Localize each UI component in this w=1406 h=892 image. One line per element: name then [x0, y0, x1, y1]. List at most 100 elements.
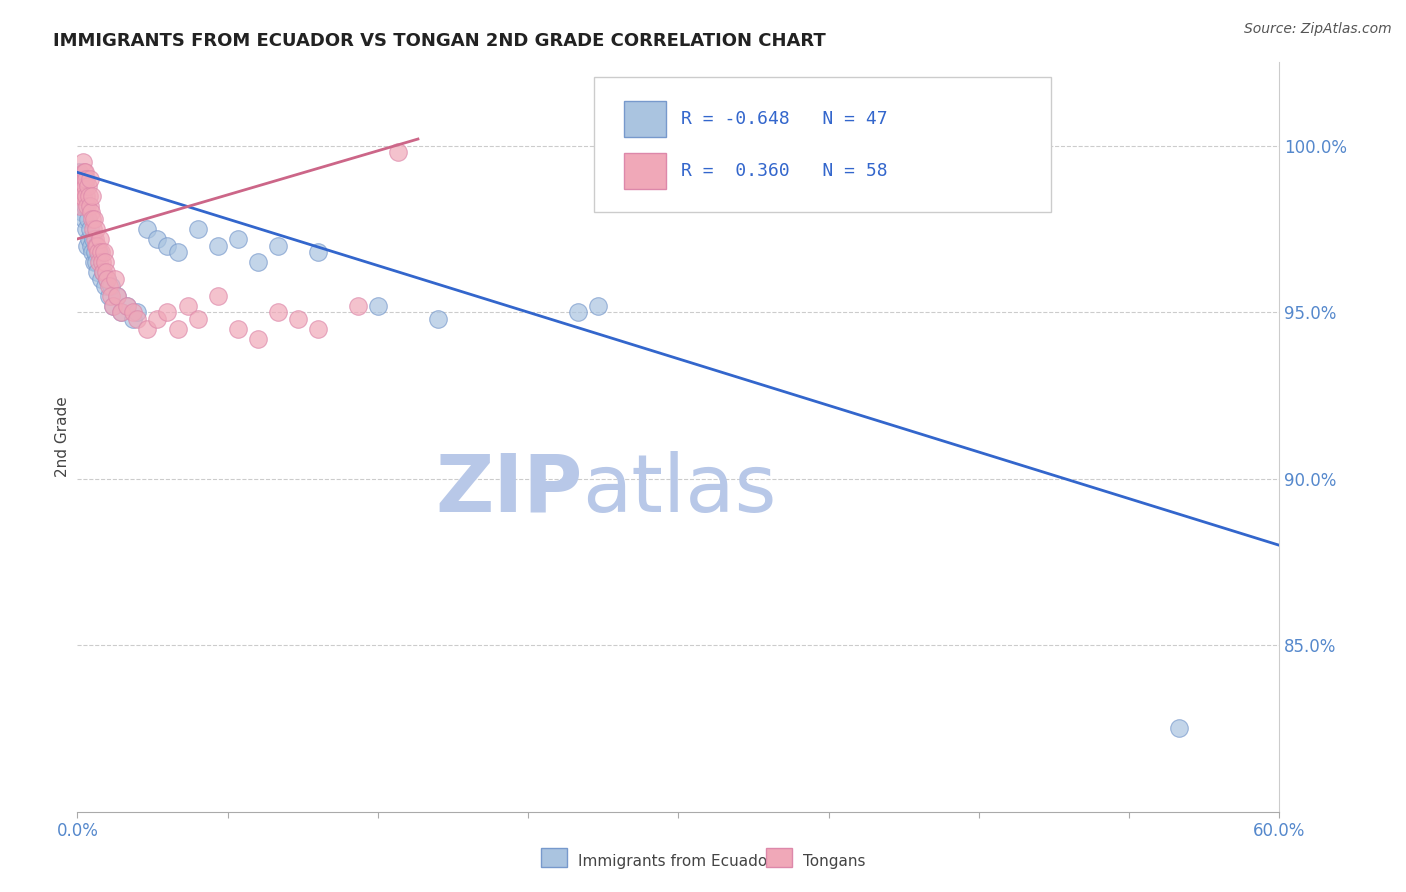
Point	[80, 238, 103, 252]
Point	[136, 222, 159, 236]
Bar	[624, 101, 666, 136]
Point	[186, 311, 209, 326]
Point	[77, 178, 100, 193]
Point	[427, 311, 450, 326]
Point	[146, 311, 169, 326]
Point	[122, 311, 145, 326]
Point	[127, 305, 149, 319]
Point	[86, 238, 108, 252]
Point	[86, 222, 108, 236]
Point	[104, 272, 127, 286]
Point	[72, 155, 94, 169]
Point	[80, 188, 103, 202]
Point	[93, 265, 115, 279]
Y-axis label: 2nd Grade: 2nd Grade	[55, 397, 70, 477]
Point	[267, 238, 290, 252]
Point	[75, 199, 97, 213]
Point	[127, 311, 149, 326]
Point	[69, 178, 91, 193]
Point	[93, 245, 115, 260]
Point	[367, 299, 389, 313]
Point	[84, 238, 107, 252]
Point	[84, 245, 107, 260]
Point	[79, 232, 101, 246]
Point	[122, 305, 145, 319]
Point	[100, 278, 122, 293]
Point	[67, 165, 90, 179]
Point	[117, 299, 139, 313]
Text: Tongans: Tongans	[803, 855, 865, 869]
Point	[307, 322, 329, 336]
Point	[156, 238, 179, 252]
Text: IMMIGRANTS FROM ECUADOR VS TONGAN 2ND GRADE CORRELATION CHART: IMMIGRANTS FROM ECUADOR VS TONGAN 2ND GR…	[53, 32, 827, 50]
Point	[89, 232, 111, 246]
Point	[307, 245, 329, 260]
Text: Source: ZipAtlas.com: Source: ZipAtlas.com	[1244, 22, 1392, 37]
Point	[75, 188, 97, 202]
Point	[156, 305, 179, 319]
Point	[82, 232, 104, 246]
Point	[346, 299, 368, 313]
Point	[96, 272, 118, 286]
Point	[100, 288, 122, 302]
Point	[75, 165, 97, 179]
Point	[73, 178, 96, 193]
Point	[1168, 722, 1191, 736]
Point	[70, 188, 93, 202]
Point	[79, 222, 101, 236]
FancyBboxPatch shape	[595, 78, 1052, 212]
Point	[186, 222, 209, 236]
Point	[72, 188, 94, 202]
Point	[94, 278, 117, 293]
Point	[86, 265, 108, 279]
Point	[94, 255, 117, 269]
Point	[176, 299, 198, 313]
Point	[76, 199, 98, 213]
Point	[107, 288, 129, 302]
Point	[93, 265, 115, 279]
Point	[87, 245, 110, 260]
Point	[82, 222, 104, 236]
Point	[84, 232, 107, 246]
Text: Immigrants from Ecuador: Immigrants from Ecuador	[578, 855, 773, 869]
Point	[77, 211, 100, 226]
Point	[287, 311, 309, 326]
Point	[103, 299, 125, 313]
Point	[103, 299, 125, 313]
Point	[107, 288, 129, 302]
Point	[73, 172, 96, 186]
Point	[82, 211, 104, 226]
Point	[91, 255, 114, 269]
Point	[79, 172, 101, 186]
Point	[146, 232, 169, 246]
Point	[70, 178, 93, 193]
Point	[90, 245, 112, 260]
Point	[226, 322, 249, 336]
Point	[89, 255, 111, 269]
Point	[267, 305, 290, 319]
Point	[207, 238, 229, 252]
Point	[110, 305, 132, 319]
Point	[567, 305, 589, 319]
Point	[76, 238, 98, 252]
Point	[110, 305, 132, 319]
Point	[69, 199, 91, 213]
Point	[75, 222, 97, 236]
Point	[79, 188, 101, 202]
Point	[588, 299, 610, 313]
Bar	[624, 153, 666, 189]
Point	[83, 211, 105, 226]
Text: atlas: atlas	[582, 450, 776, 529]
Point	[90, 272, 112, 286]
Point	[387, 145, 409, 160]
Point	[136, 322, 159, 336]
Point	[72, 188, 94, 202]
Point	[75, 172, 97, 186]
Point	[72, 205, 94, 219]
Point	[73, 165, 96, 179]
Point	[96, 272, 118, 286]
Point	[73, 211, 96, 226]
Point	[166, 322, 188, 336]
Point	[98, 288, 121, 302]
Text: R = -0.648   N = 47: R = -0.648 N = 47	[681, 110, 887, 128]
